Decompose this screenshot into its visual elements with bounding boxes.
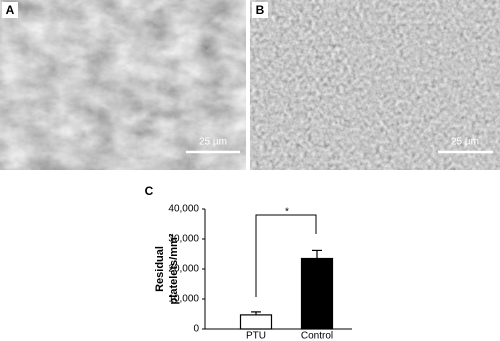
panel-label: B xyxy=(256,3,265,17)
panel-label-box xyxy=(2,2,18,18)
scale-bar-label: 25 µm xyxy=(451,137,479,148)
y-tick-label: 0 xyxy=(193,324,199,335)
y-tick-label: 10,000 xyxy=(168,294,199,305)
sem-image-a: A 25 µm xyxy=(0,0,246,170)
y-tick-label: 30,000 xyxy=(168,234,199,245)
significance-bracket xyxy=(255,214,317,297)
y-axis-label: platelets/mm² xyxy=(168,233,180,304)
bar xyxy=(300,257,334,330)
y-tick-label: 40,000 xyxy=(168,204,199,215)
y-tick-label: 20,000 xyxy=(168,264,199,275)
significance-marker: * xyxy=(285,207,289,218)
x-tick-label: PTU xyxy=(246,331,266,341)
sem-texture xyxy=(0,0,246,170)
sem-image-b: B 25 µm xyxy=(250,0,500,170)
panel-label: C xyxy=(145,184,154,198)
bar xyxy=(239,314,273,330)
y-axis-label: Residual xyxy=(154,246,166,292)
x-tick-label: Control xyxy=(301,331,333,341)
panel-label: A xyxy=(6,3,15,17)
sem-texture xyxy=(250,0,500,170)
scale-bar-label: 25 µm xyxy=(199,137,227,148)
panel-label-box xyxy=(252,2,268,18)
